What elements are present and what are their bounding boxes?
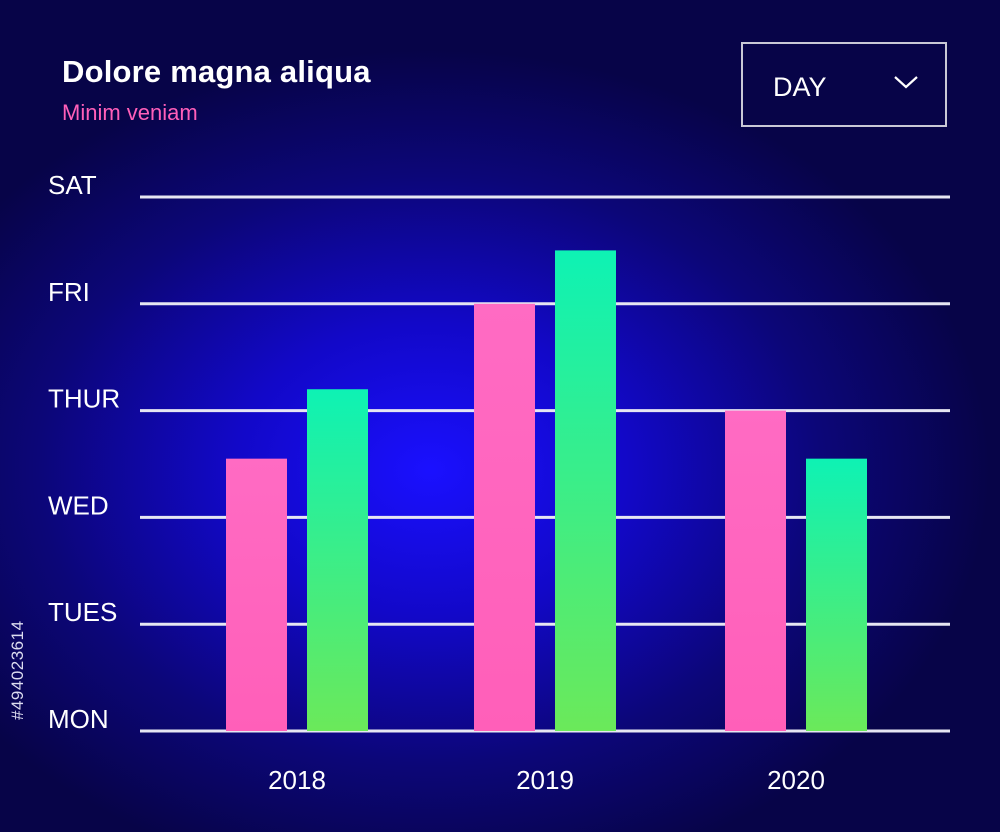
y-tick-label: WED: [48, 490, 109, 520]
y-tick-label: THUR: [48, 384, 120, 414]
bar-2018-series-2: [307, 389, 368, 731]
bar-2019-series-1: [474, 303, 535, 731]
bar-2019-series-2: [555, 250, 616, 731]
y-tick-label: SAT: [48, 170, 97, 200]
y-axis-ticks: MON TUES WED THUR FRI SAT: [48, 170, 120, 734]
y-tick-label: TUES: [48, 597, 117, 627]
y-tick-label: MON: [48, 704, 109, 734]
x-axis-ticks: 2018 2019 2020: [268, 765, 825, 795]
bar-2020-series-2: [806, 458, 867, 731]
time-unit-dropdown[interactable]: DAY: [741, 42, 947, 127]
x-tick-label: 2018: [268, 765, 326, 795]
x-tick-label: 2020: [767, 765, 825, 795]
chart-title: Dolore magna aliqua: [62, 54, 371, 89]
dropdown-selected-value: DAY: [773, 72, 827, 102]
chart-subtitle: Minim veniam: [62, 100, 198, 125]
bars: [226, 250, 867, 731]
bar-2020-series-1: [725, 410, 786, 731]
x-tick-label: 2019: [516, 765, 574, 795]
y-tick-label: FRI: [48, 277, 90, 307]
chevron-down-icon[interactable]: [893, 74, 919, 90]
bar-2018-series-1: [226, 458, 287, 731]
